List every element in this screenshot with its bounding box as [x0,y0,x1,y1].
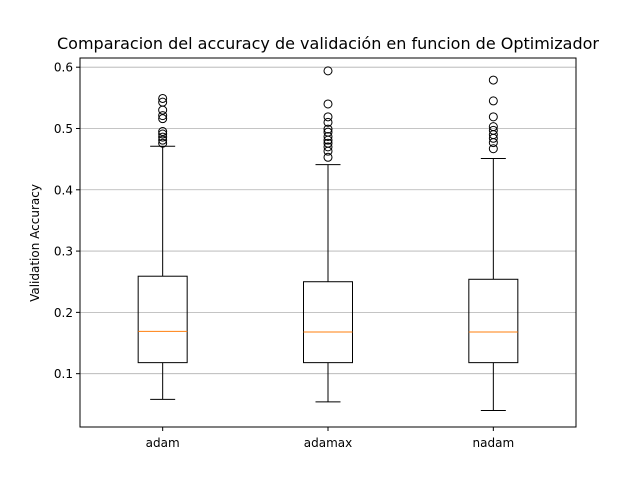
y-tick-label: 0.4 [54,183,73,197]
iqr-box [137,275,188,364]
outlier-point [158,129,168,139]
outlier-point [323,152,333,162]
y-axis: 0.1 0.2 0.3 0.4 0.5 0.6 [54,61,80,381]
iqr-box [468,278,519,364]
box-adamax [303,66,353,403]
y-axis-label: Validation Accuracy [28,184,42,302]
outlier-point [488,112,498,122]
outlier-point [158,111,168,121]
outlier-point [158,97,168,107]
outlier-point [488,122,498,132]
outlier-point [323,138,333,148]
x-tick-label: adamax [304,436,352,450]
outlier-point [323,66,333,76]
outlier-point [158,135,168,145]
x-tick-label: nadam [473,436,515,450]
x-tick-label: adam [146,436,180,450]
outlier-point [323,124,333,134]
outlier-point [323,131,333,141]
y-tick-label: 0.5 [54,122,73,136]
outlier-point [488,75,498,85]
box-nadam [468,75,519,411]
outlier-point [158,93,168,103]
outlier-point [158,127,168,137]
y-tick-label: 0.2 [54,306,73,320]
x-axis: adam adamax nadam [146,427,514,450]
outlier-point [323,117,333,127]
outlier-point [323,99,333,109]
outlier-point [488,144,498,154]
outlier-point [323,142,333,152]
outlier-point [158,138,168,148]
iqr-box [303,281,353,364]
outlier-point [323,112,333,122]
y-tick-label: 0.6 [54,61,73,75]
outlier-point [158,114,168,124]
boxes [137,66,519,411]
outlier-point [158,105,168,115]
outlier-point [158,132,168,142]
outlier-point [488,96,498,106]
chart-title: Comparacion del accuracy de validación e… [57,34,599,53]
y-tick-label: 0.1 [54,367,73,381]
plot-frame [79,57,577,428]
outlier-point [323,127,333,137]
box-adam [137,93,188,400]
outlier-point [488,125,498,135]
y-tick-label: 0.3 [54,245,73,259]
